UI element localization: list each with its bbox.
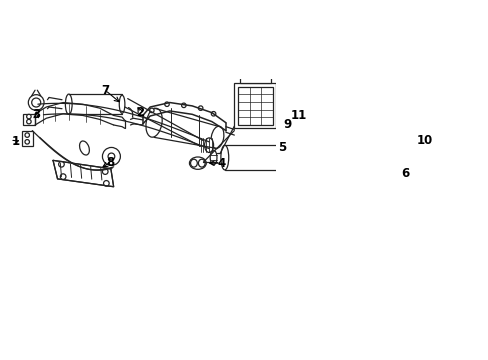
Text: 11: 11 [290,109,306,122]
Text: 7: 7 [101,84,109,97]
Bar [237,87,272,125]
Bar [21,131,33,146]
Circle shape [60,174,66,179]
Circle shape [385,164,393,172]
Circle shape [211,112,215,116]
Bar [395,134,412,159]
Ellipse shape [408,144,415,158]
Ellipse shape [65,94,72,114]
Circle shape [102,169,108,174]
Ellipse shape [210,150,217,165]
Text: 6: 6 [401,167,409,180]
Circle shape [25,140,29,144]
Text: 9: 9 [283,118,291,131]
Circle shape [25,133,29,137]
Circle shape [149,108,154,113]
Text: 3: 3 [32,108,40,121]
Ellipse shape [198,159,205,167]
Ellipse shape [119,95,124,113]
Circle shape [198,106,203,111]
Circle shape [181,103,186,108]
Circle shape [26,114,31,119]
Circle shape [59,162,64,167]
Ellipse shape [204,138,213,153]
Circle shape [103,181,109,186]
Circle shape [108,153,115,160]
Ellipse shape [339,145,347,170]
Bar [240,77,270,84]
Ellipse shape [80,141,89,155]
Circle shape [102,148,120,165]
Bar [398,139,409,154]
Ellipse shape [190,159,197,167]
Text: 5: 5 [277,141,285,154]
Ellipse shape [145,108,162,137]
Ellipse shape [381,162,393,178]
Polygon shape [53,160,113,187]
Text: 10: 10 [416,134,432,147]
Circle shape [400,136,407,143]
Circle shape [400,148,407,154]
Text: 4: 4 [217,157,225,170]
Circle shape [32,98,41,107]
Text: 1: 1 [11,135,20,148]
Ellipse shape [221,145,228,170]
Circle shape [28,95,44,111]
Bar [22,114,35,125]
Bar [234,84,276,129]
Ellipse shape [211,126,224,148]
Text: 8: 8 [106,156,115,168]
Text: 2: 2 [136,106,144,119]
Circle shape [381,168,388,176]
Circle shape [164,102,169,107]
Ellipse shape [189,157,206,169]
Circle shape [26,120,31,124]
